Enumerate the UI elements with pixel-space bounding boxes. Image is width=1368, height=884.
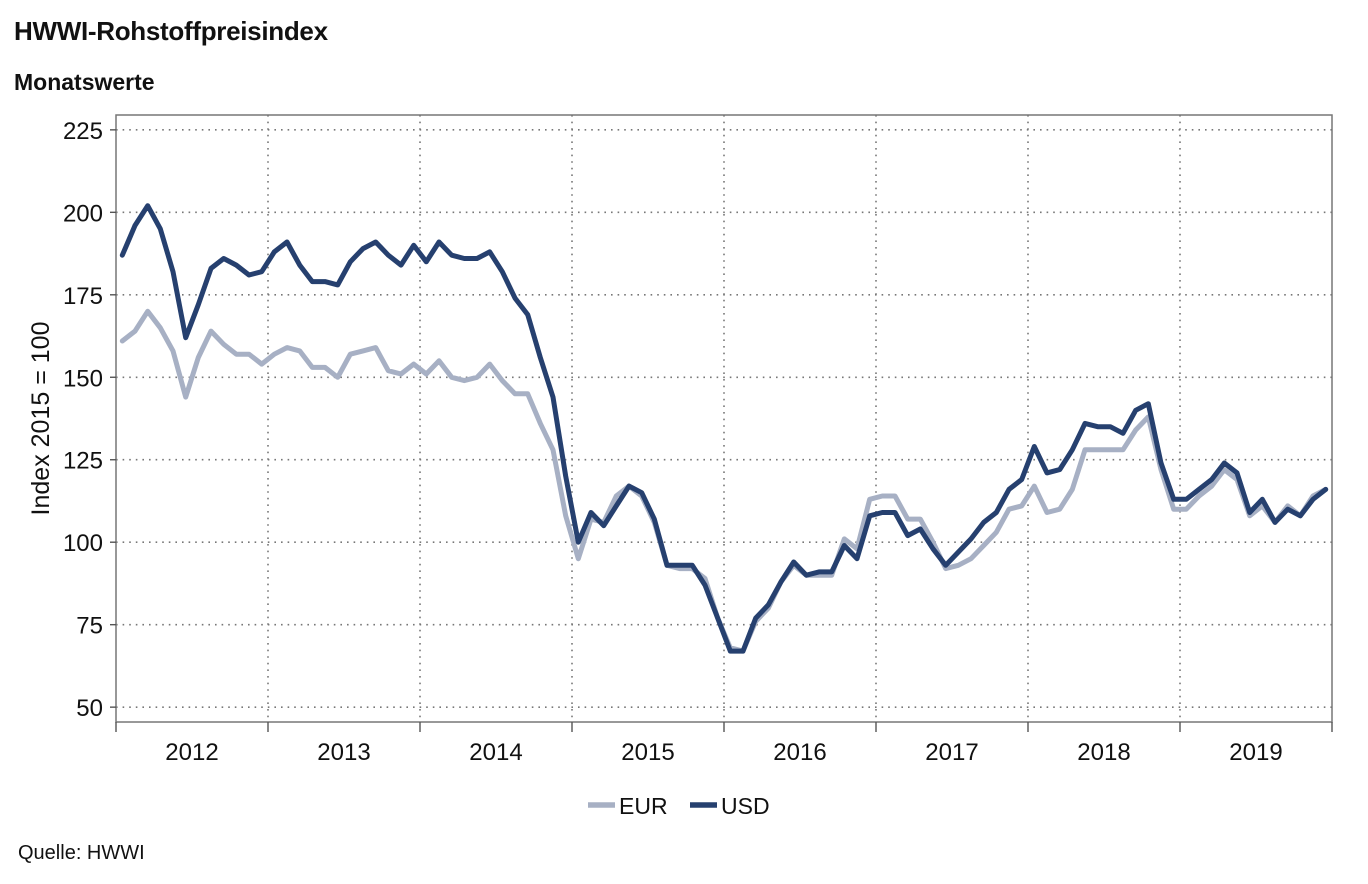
y-tick-label: 125: [63, 448, 103, 475]
y-tick-label: 100: [63, 530, 103, 557]
series-line-usd: [119, 203, 1329, 654]
x-tick-label: 2017: [925, 739, 978, 766]
y-tick-label: 175: [63, 283, 103, 310]
x-tick-label: 2018: [1077, 739, 1130, 766]
legend-label-eur: EUR: [619, 793, 668, 819]
x-tick-label: 2013: [317, 739, 370, 766]
legend-label-usd: USD: [721, 793, 770, 819]
y-tick-label: 75: [76, 613, 103, 640]
source-note: Quelle: HWWI: [18, 842, 145, 864]
x-tick-label: 2015: [621, 739, 674, 766]
series-lines: [119, 203, 1329, 654]
x-tick-label: 2014: [469, 739, 522, 766]
y-axis-title: Index 2015 = 100: [27, 322, 55, 516]
page-title: HWWI-Rohstoffpreisindex: [14, 16, 328, 46]
y-tick-label: 150: [63, 365, 103, 392]
x-axis: 2012 2013 2014 2015 2016 2017 2018 2019: [115, 722, 1333, 766]
x-tick-label: 2016: [773, 739, 826, 766]
x-tick-label: 2012: [165, 739, 218, 766]
y-tick-label: 225: [63, 118, 103, 145]
y-axis: 50 75 100 125 150 175 200 225: [63, 118, 116, 722]
page-subtitle: Monatswerte: [14, 69, 155, 95]
grid-lines: [116, 115, 1332, 722]
legend: EUR USD: [588, 793, 770, 819]
y-tick-label: 200: [63, 200, 103, 227]
x-tick-label: 2019: [1229, 739, 1282, 766]
y-tick-label: 50: [76, 695, 103, 722]
series-line-eur: [119, 308, 1329, 654]
